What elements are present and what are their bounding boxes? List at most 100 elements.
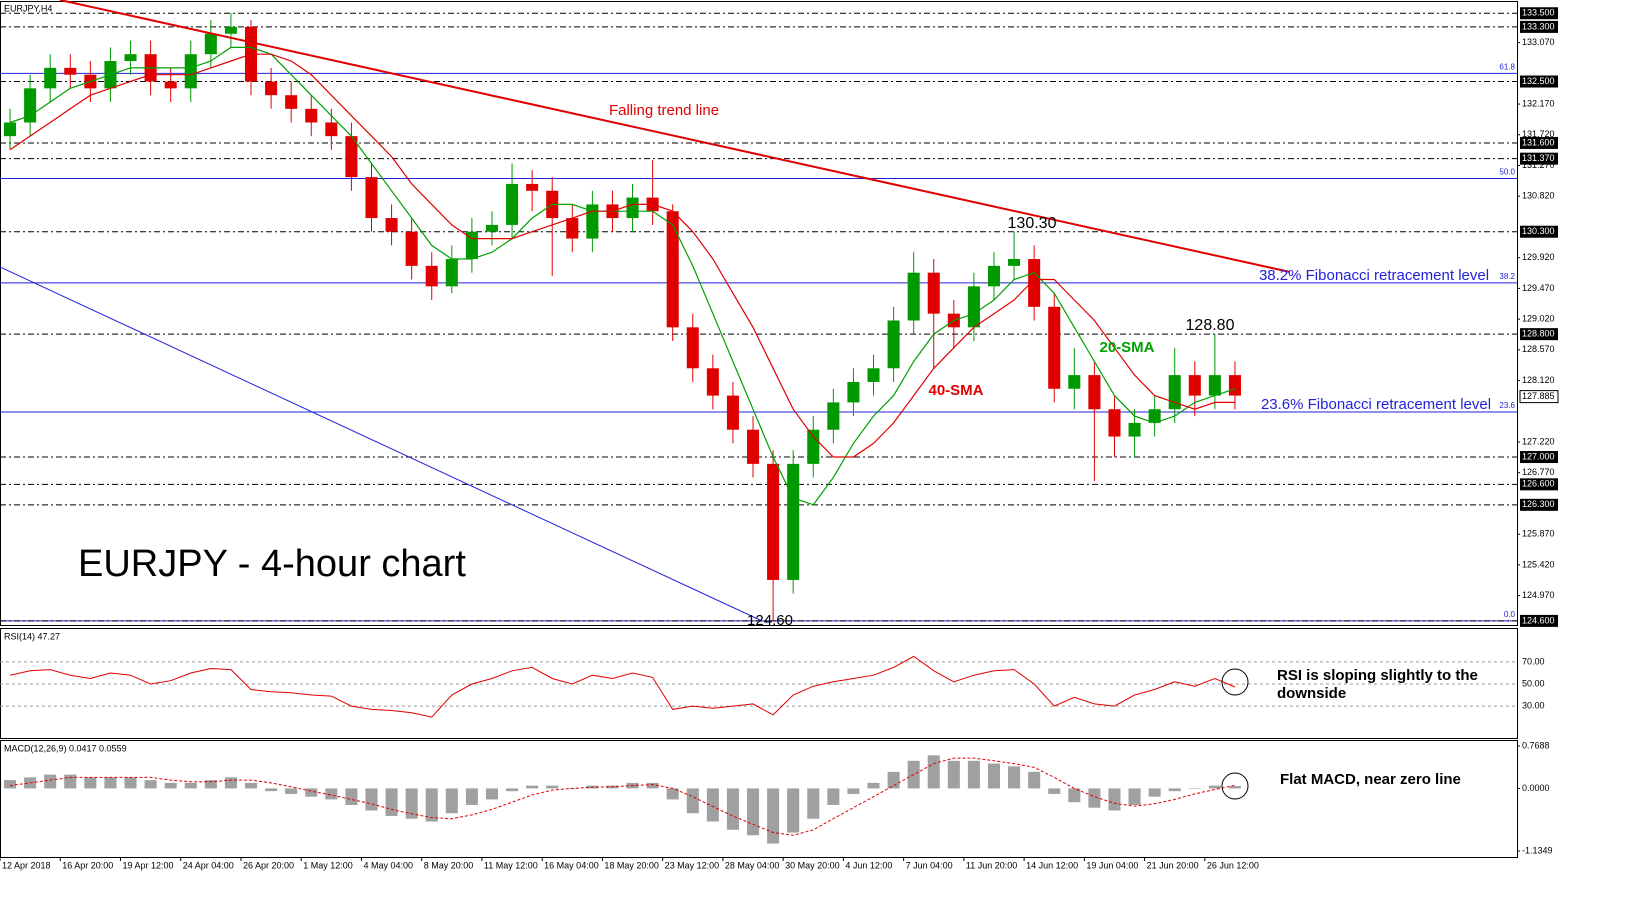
annotation: 20-SMA: [1099, 339, 1154, 356]
candle-body: [1028, 259, 1041, 307]
annotation: 40-SMA: [928, 382, 983, 399]
x-tick-label: 23 May 12:00: [665, 860, 720, 870]
macd-bar: [1048, 788, 1061, 794]
macd-bar: [204, 780, 217, 789]
x-tick-label: 4 May 04:00: [363, 860, 413, 870]
macd-bar: [686, 788, 699, 814]
level-label: 126.600: [1522, 479, 1555, 489]
candle-body: [666, 211, 679, 328]
candle-body: [747, 429, 760, 464]
candle-body: [425, 265, 438, 287]
candle-body: [827, 402, 840, 430]
candle-body: [305, 108, 318, 123]
macd-note: Flat MACD, near zero line: [1280, 771, 1461, 788]
level-label: 133.300: [1522, 21, 1555, 31]
blue-trend-line: [0, 266, 761, 621]
fibonacci-label: 0.0: [1504, 610, 1516, 619]
level-box: [1520, 498, 1558, 511]
x-tick-label: 1 May 12:00: [303, 860, 353, 870]
macd-bar: [967, 760, 980, 789]
highlight-circle: [1221, 668, 1249, 696]
macd-bar: [506, 788, 519, 792]
x-tick-label: 30 May 20:00: [785, 860, 840, 870]
macd-bar: [1068, 788, 1081, 803]
candle-body: [706, 368, 719, 396]
y-tick-label: 128.570: [1522, 344, 1555, 354]
y-tick-label: 126.770: [1522, 467, 1555, 477]
candle-body: [686, 327, 699, 369]
x-tick-label: 28 May 04:00: [725, 860, 780, 870]
candle-body: [4, 122, 17, 137]
macd-title: MACD(12,26,9) 0.0417 0.0559: [4, 743, 127, 753]
y-tick-label: 0.0000: [1522, 783, 1550, 793]
sma-line: [9, 53, 1235, 458]
candle-body: [867, 368, 880, 382]
x-tick-label: 14 Jun 12:00: [1026, 860, 1078, 870]
y-tick-label: 131.720: [1522, 129, 1555, 139]
candle-body: [907, 272, 920, 321]
candle-body: [1128, 422, 1141, 437]
macd-bar: [184, 782, 197, 789]
macd-bar: [706, 788, 719, 822]
price-panel: [0, 1, 1518, 626]
macd-bar: [425, 788, 438, 822]
y-tick-label: 132.170: [1522, 98, 1555, 108]
macd-bar: [4, 780, 17, 789]
candle-body: [787, 463, 800, 580]
candle-body: [184, 54, 197, 89]
candle-body: [345, 136, 358, 178]
macd-bar: [1208, 785, 1221, 789]
level-box: [1520, 20, 1558, 33]
macd-bar: [385, 788, 398, 816]
candle-body: [767, 463, 780, 580]
annotation: Falling trend line: [609, 102, 719, 119]
macd-bar: [526, 785, 539, 789]
y-tick-label: 129.470: [1522, 283, 1555, 293]
macd-bar: [265, 788, 278, 792]
macd-bar: [1008, 766, 1021, 789]
candle-body: [164, 81, 177, 89]
macd-bar: [646, 782, 659, 789]
fibonacci-label: 38.2: [1499, 272, 1515, 281]
y-tick-label: -1.1349: [1522, 845, 1553, 855]
candle-body: [626, 197, 639, 219]
candle-body: [44, 67, 57, 89]
macd-bar: [64, 774, 77, 789]
x-tick-label: 7 Jun 04:00: [906, 860, 953, 870]
candle-body: [385, 218, 398, 232]
macd-bar: [1148, 788, 1161, 797]
annotation: 124.60: [747, 612, 793, 629]
macd-bar: [1168, 788, 1181, 792]
level-label: 131.600: [1522, 137, 1555, 147]
annotation: 23.6% Fibonacci retracement level: [1261, 396, 1491, 413]
candle-body: [285, 95, 298, 109]
macd-bar: [1128, 788, 1141, 805]
sma-line: [9, 46, 1236, 506]
level-box: [1520, 152, 1558, 165]
x-tick-label: 8 May 20:00: [424, 860, 474, 870]
level-label: 131.370: [1522, 153, 1555, 163]
y-tick-label: 129.020: [1522, 313, 1555, 323]
level-box: [1520, 478, 1558, 491]
macd-bar: [767, 788, 780, 844]
macd-bar: [465, 788, 478, 805]
level-box: [1520, 225, 1558, 238]
fibonacci-label: 61.8: [1499, 62, 1515, 71]
candle-body: [586, 204, 599, 239]
candle-body: [365, 177, 378, 219]
candle-body: [1228, 375, 1241, 396]
candle-body: [1208, 375, 1221, 396]
candle-body: [807, 429, 820, 464]
candle-body: [1148, 409, 1161, 423]
y-tick-label: 128.120: [1522, 375, 1555, 385]
macd-bar: [666, 788, 679, 800]
candle-body: [887, 320, 900, 369]
rsi-note: RSI is sloping slightly to the downside: [1277, 667, 1478, 702]
x-tick-label: 26 Apr 20:00: [243, 860, 294, 870]
y-tick-label: 129.920: [1522, 252, 1555, 262]
candle-body: [566, 218, 579, 239]
level-box: [1520, 75, 1558, 88]
macd-bar: [1028, 771, 1041, 789]
rsi-title: RSI(14) 47.27: [4, 631, 60, 641]
